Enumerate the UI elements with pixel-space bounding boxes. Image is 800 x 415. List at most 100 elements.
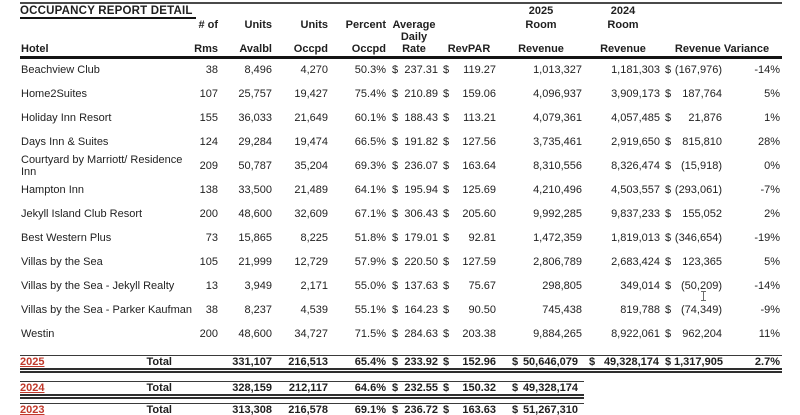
cell-units-available: 21,999 — [238, 255, 272, 268]
column-header-units-available-1: Units — [244, 19, 273, 31]
cell-revpar: 205.60 — [462, 207, 496, 220]
table-row: Best Western Plus 73 15,865 8,225 51.8% $179.… — [20, 226, 782, 250]
total-adr: 236.72 — [404, 403, 438, 415]
cell-revenue-2024: 1,181,303 — [611, 64, 660, 77]
header-line-3: Hotel Rms Avalbl Occpd Occpd Daily Rate … — [20, 31, 782, 59]
total-revpar: 163.63 — [462, 403, 496, 415]
dollar-sign: $ — [664, 183, 672, 196]
column-header-revenue-2025-room: Room — [525, 19, 557, 31]
cell-units-occupied: 21,489 — [294, 183, 328, 196]
column-header-revpar: RevPAR — [440, 31, 498, 59]
total-percent-occupied: 69.1% — [354, 403, 386, 415]
table-row: Hampton Inn 138 33,500 21,489 64.1% $195.94 $1… — [20, 178, 782, 202]
cell-revenue-2025: 1,472,359 — [533, 231, 582, 244]
header-line-2: # of Units Units Percent Average Room Ro… — [20, 19, 782, 31]
cell-adr: 236.07 — [404, 159, 438, 172]
cell-units-available: 33,500 — [238, 183, 272, 196]
dollar-sign: $ — [664, 279, 672, 292]
cell-adr: 164.23 — [404, 303, 438, 316]
cell-units-occupied: 4,539 — [300, 303, 328, 316]
cell-variance-percent: -14% — [754, 64, 780, 77]
cell-variance-percent: -19% — [754, 231, 780, 244]
cell-variance-percent: -14% — [754, 279, 780, 292]
cell-revenue-2025: 298,805 — [542, 279, 582, 292]
total-revenue-variance: 1,317,905 — [674, 355, 723, 368]
dollar-sign: $ — [512, 355, 519, 368]
hotel-name: Villas by the Sea — [21, 255, 103, 268]
column-header-rooms-2: Rms — [192, 31, 220, 59]
cell-revenue-2024: 3,909,173 — [611, 87, 660, 100]
page-title: OCCUPANCY REPORT DETAIL — [20, 4, 196, 19]
column-header-year-2025: 2025 — [528, 5, 554, 17]
dollar-sign: $ — [442, 327, 450, 340]
table-row: Villas by the Sea - Parker Kaufman 38 8,23… — [20, 298, 782, 322]
cell-revenue-variance: 187,764 — [682, 87, 722, 100]
cell-revenue-2025: 2,806,789 — [533, 255, 582, 268]
cell-units-occupied: 8,225 — [300, 231, 328, 244]
cell-rooms: 200 — [199, 207, 218, 220]
hotel-name: Best Western Plus — [21, 231, 112, 244]
hotel-name: Westin — [21, 327, 55, 340]
dollar-sign: $ — [442, 231, 450, 244]
total-units-available: 328,159 — [232, 381, 272, 394]
table-row: Holiday Inn Resort 155 36,033 21,649 60.1% $1… — [20, 106, 782, 130]
cell-units-available: 8,237 — [244, 303, 272, 316]
column-header-adr-1: Average — [392, 19, 436, 31]
dollar-sign: $ — [442, 159, 450, 172]
cell-units-occupied: 12,729 — [294, 255, 328, 268]
dollar-sign: $ — [664, 231, 672, 244]
cell-revenue-2024: 2,919,650 — [611, 135, 660, 148]
cell-revenue-2025: 9,884,265 — [533, 327, 582, 340]
cell-units-available: 29,284 — [238, 135, 272, 148]
cell-rooms: 209 — [199, 159, 218, 172]
dollar-sign: $ — [589, 355, 596, 368]
cell-percent-occupied: 66.5% — [354, 135, 386, 148]
hotel-rows: Beachview Club 38 8,496 4,270 50.3% $237.31 $1… — [20, 58, 782, 346]
dollar-sign: $ — [391, 279, 399, 292]
year-label-2025: 2025 — [20, 355, 45, 368]
dollar-sign: $ — [391, 64, 399, 77]
cell-revpar: 127.59 — [462, 255, 496, 268]
cell-revenue-2024: 819,788 — [620, 303, 660, 316]
column-header-units-available-2: Avalbl — [220, 31, 274, 59]
cell-revenue-variance: (74,349) — [681, 303, 722, 316]
dollar-sign: $ — [442, 64, 450, 77]
hotel-name: Villas by the Sea - Jekyll Realty — [21, 279, 175, 292]
column-header-revenue-variance: Revenue Variance — [662, 31, 782, 59]
total-revpar: 152.96 — [462, 355, 496, 368]
cell-adr: 195.94 — [404, 183, 438, 196]
cell-percent-occupied: 67.1% — [354, 207, 386, 220]
cell-rooms: 138 — [199, 183, 218, 196]
cell-adr: 210.89 — [404, 87, 438, 100]
cell-revenue-variance: (15,918) — [681, 159, 722, 172]
cell-units-available: 15,865 — [238, 231, 272, 244]
dollar-sign: $ — [664, 87, 672, 100]
cell-revpar: 159.06 — [462, 87, 496, 100]
cell-units-occupied: 19,474 — [294, 135, 328, 148]
dollar-sign: $ — [664, 64, 672, 77]
total-units-available: 331,107 — [232, 355, 272, 368]
dollar-sign: $ — [664, 111, 672, 124]
hotel-name: Beachview Club — [21, 64, 100, 77]
cell-variance-percent: -9% — [760, 303, 780, 316]
year-label-2024: 2024 — [20, 381, 45, 394]
dollar-sign: $ — [391, 135, 399, 148]
column-header-rooms-1: # of — [198, 19, 218, 31]
total-label: Total — [146, 403, 172, 415]
cell-revenue-variance: 962,204 — [682, 327, 722, 340]
cell-percent-occupied: 57.9% — [354, 255, 386, 268]
cell-units-occupied: 2,171 — [300, 279, 328, 292]
cell-revpar: 113.21 — [463, 111, 496, 124]
cell-revpar: 119.27 — [463, 64, 496, 77]
table-header: OCCUPANCY REPORT DETAIL 2025 2024 # of U… — [20, 3, 782, 59]
dollar-sign: $ — [664, 327, 672, 340]
cell-revenue-2024: 4,503,557 — [611, 183, 660, 196]
cell-units-available: 8,496 — [244, 64, 272, 77]
total-units-available: 313,308 — [232, 403, 272, 415]
occupancy-table: OCCUPANCY REPORT DETAIL 2025 2024 # of U… — [20, 2, 782, 346]
dollar-sign: $ — [391, 403, 399, 415]
cell-revenue-2025: 4,079,361 — [533, 111, 582, 124]
cell-rooms: 200 — [199, 327, 218, 340]
cell-rooms: 155 — [199, 111, 218, 124]
